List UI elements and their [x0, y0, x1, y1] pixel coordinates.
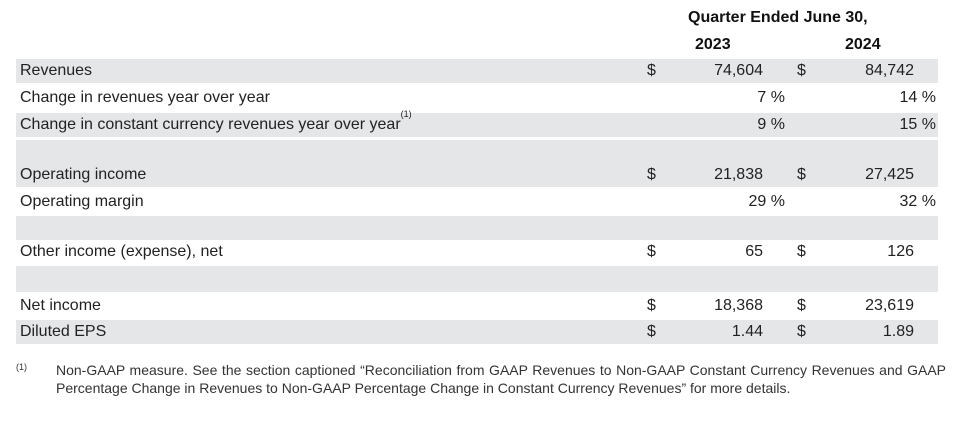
currency-symbol: $ [797, 323, 806, 340]
table-row-net-income: Net income $ 18,368 $ 23,619 [16, 294, 938, 318]
value-2024: 15 % [899, 116, 936, 133]
row-label: Diluted EPS [20, 323, 107, 340]
value-2023: 1.44 [731, 323, 763, 340]
value-2024: 14 % [899, 89, 936, 106]
spacer-row [16, 266, 938, 292]
value-2023: 74,604 [714, 62, 763, 79]
row-label: Operating margin [20, 193, 144, 210]
value-2024: 84,742 [865, 62, 914, 79]
value-2024: 27,425 [865, 166, 914, 183]
value-2024: 32 % [899, 193, 936, 210]
value-2023: 9 % [757, 116, 785, 133]
value-2023: 29 % [748, 193, 785, 210]
value-2024: 126 [887, 243, 914, 260]
table-row-operating-margin: Operating margin 29 % 32 % [16, 190, 938, 214]
table-row-operating-income: Operating income $ 21,838 $ 27,425 [16, 163, 938, 187]
table-row-diluted-eps: Diluted EPS $ 1.44 $ 1.89 [16, 320, 938, 344]
row-label: Other income (expense), net [20, 243, 223, 260]
value-2023: 18,368 [714, 297, 763, 314]
currency-symbol: $ [797, 166, 806, 183]
currency-symbol: $ [647, 62, 656, 79]
table-row-change-constant-currency: Change in constant currency revenues yea… [16, 109, 938, 137]
value-2023: 21,838 [714, 166, 763, 183]
spacer-row [16, 140, 938, 164]
value-2023: 65 [745, 243, 763, 260]
currency-symbol: $ [797, 62, 806, 79]
table-row-change-revenues: Change in revenues year over year 7 % 14… [16, 86, 938, 110]
row-label: Operating income [20, 166, 147, 183]
table-row-other-income: Other income (expense), net $ 65 $ 126 [16, 240, 938, 264]
row-label: Change in constant currency revenues yea… [20, 109, 412, 137]
currency-symbol: $ [647, 297, 656, 314]
row-label: Revenues [20, 62, 93, 79]
row-label: Net income [20, 297, 101, 314]
header-period: Quarter Ended June 30, [688, 9, 868, 26]
footnote-marker: (1) [16, 362, 27, 372]
row-label: Change in revenues year over year [20, 89, 270, 106]
value-2024: 23,619 [865, 297, 914, 314]
spacer-row [16, 216, 938, 240]
currency-symbol: $ [647, 243, 656, 260]
value-2023: 7 % [757, 89, 785, 106]
footnote-reference: (1) [400, 108, 412, 119]
currency-symbol: $ [797, 243, 806, 260]
row-label-text: Change in constant currency revenues yea… [20, 116, 401, 133]
header-year-2023: 2023 [695, 36, 731, 53]
currency-symbol: $ [797, 297, 806, 314]
footnote-text: Non-GAAP measure. See the section captio… [56, 362, 946, 396]
header-year-2024: 2024 [845, 36, 881, 53]
table-row-revenues: Revenues $ 74,604 $ 84,742 [16, 59, 938, 83]
currency-symbol: $ [647, 323, 656, 340]
value-2024: 1.89 [882, 323, 914, 340]
currency-symbol: $ [647, 166, 656, 183]
